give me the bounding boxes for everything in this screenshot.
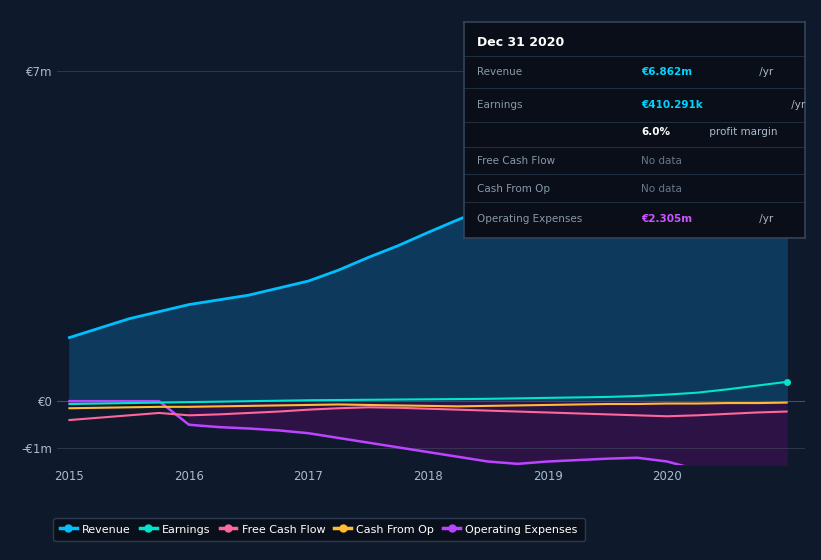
Text: profit margin: profit margin [706, 127, 778, 137]
Text: 6.0%: 6.0% [641, 127, 670, 137]
Text: Revenue: Revenue [478, 67, 523, 77]
Text: Operating Expenses: Operating Expenses [478, 213, 583, 223]
Text: No data: No data [641, 184, 682, 194]
Text: No data: No data [641, 156, 682, 166]
Text: Cash From Op: Cash From Op [478, 184, 551, 194]
Text: /yr: /yr [755, 67, 773, 77]
Text: €6.862m: €6.862m [641, 67, 692, 77]
Text: €2.305m: €2.305m [641, 213, 692, 223]
Text: €410.291k: €410.291k [641, 100, 703, 110]
Text: Free Cash Flow: Free Cash Flow [478, 156, 556, 166]
Text: Earnings: Earnings [478, 100, 523, 110]
Legend: Revenue, Earnings, Free Cash Flow, Cash From Op, Operating Expenses: Revenue, Earnings, Free Cash Flow, Cash … [53, 518, 585, 541]
Text: /yr: /yr [788, 100, 805, 110]
Text: Dec 31 2020: Dec 31 2020 [478, 36, 565, 49]
Text: /yr: /yr [755, 213, 773, 223]
